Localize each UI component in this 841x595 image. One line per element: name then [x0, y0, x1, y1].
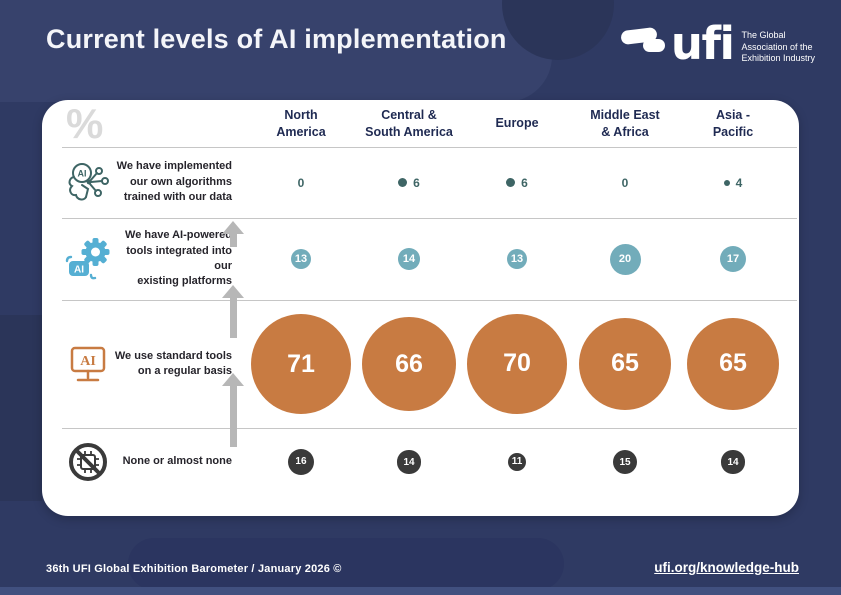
- data-point: 0: [621, 175, 629, 190]
- bubble: 14: [721, 450, 745, 474]
- bubble: 65: [686, 317, 780, 411]
- column-header-central-south-america: Central & South America: [365, 108, 453, 139]
- ufi-logo: ufi The Global Association of the Exhibi…: [619, 20, 815, 69]
- up-arrow-icon: [221, 221, 245, 247]
- background-shape-left: [0, 315, 42, 501]
- row-own-algorithms: AI We have implemented our own algorithm…: [42, 147, 787, 218]
- column-header-middle-east-africa: Middle East & Africa: [590, 108, 660, 139]
- data-point: 6: [506, 176, 528, 190]
- row-standard-tools: AI We use standard tools on a regular ba…: [42, 300, 787, 428]
- separator-line: [62, 218, 797, 219]
- up-arrow-icon: [221, 285, 245, 338]
- bubble: 16: [287, 448, 315, 476]
- bubble: 11: [507, 452, 527, 472]
- background-shape-top: [0, 0, 552, 102]
- page-title: Current levels of AI implementation: [46, 24, 507, 54]
- data-point: 4: [723, 176, 742, 190]
- percent-symbol: %: [66, 99, 104, 147]
- bubble: 15: [612, 449, 638, 475]
- ai-brain-icon: AI: [62, 161, 114, 205]
- knowledge-hub-link[interactable]: ufi.org/knowledge-hub: [654, 560, 799, 575]
- ufi-tagline: The Global Association of the Exhibition…: [741, 29, 815, 64]
- bubble: 13: [290, 248, 312, 270]
- bubble: 66: [362, 317, 456, 411]
- bubble: 14: [398, 248, 420, 270]
- ai-gear-icon: AI: [62, 237, 114, 281]
- separator-line: [62, 428, 797, 429]
- row-label: None or almost none: [122, 455, 232, 468]
- svg-text:AI: AI: [74, 265, 84, 276]
- row-ai-powered-tools: AI We have AI-powered tools integrated i…: [42, 218, 787, 300]
- bubble: 17: [719, 245, 747, 273]
- data-point: 6: [398, 176, 420, 190]
- column-header-north-america: North America: [276, 108, 326, 139]
- column-header-row: % North America Central & South America …: [42, 100, 787, 147]
- ai-monitor-icon: AI: [62, 342, 114, 386]
- bubble: 71: [250, 313, 352, 415]
- separator-line: [62, 147, 797, 148]
- bubble: 65: [578, 317, 672, 411]
- source-caption: 36th UFI Global Exhibition Barometer / J…: [46, 563, 342, 575]
- bubble: 13: [506, 248, 528, 270]
- bubble: 70: [467, 314, 567, 414]
- bubble: 20: [609, 243, 641, 275]
- column-header-asia-pacific: Asia - Pacific: [712, 108, 754, 139]
- column-header-europe: Europe: [495, 116, 539, 131]
- background-shape-bottom: [128, 538, 564, 590]
- separator-line: [62, 300, 797, 301]
- ufi-wordmark: ufi: [670, 17, 735, 71]
- no-ai-icon: [62, 440, 114, 484]
- data-card: % North America Central & South America …: [42, 100, 799, 516]
- bubble: 14: [397, 450, 421, 474]
- up-arrow-icon: [221, 373, 245, 447]
- svg-text:AI: AI: [78, 168, 87, 178]
- row-label: We have AI-powered tools integrated into…: [125, 229, 232, 288]
- row-none: None or almost none 16 14 11 15 14: [42, 428, 787, 496]
- bottom-accent-bar: [0, 587, 841, 595]
- data-point: 0: [297, 175, 305, 190]
- svg-text:AI: AI: [80, 354, 96, 369]
- ufi-logo-mark-icon: [619, 20, 677, 69]
- row-label: We have implemented our own algorithms t…: [116, 160, 232, 204]
